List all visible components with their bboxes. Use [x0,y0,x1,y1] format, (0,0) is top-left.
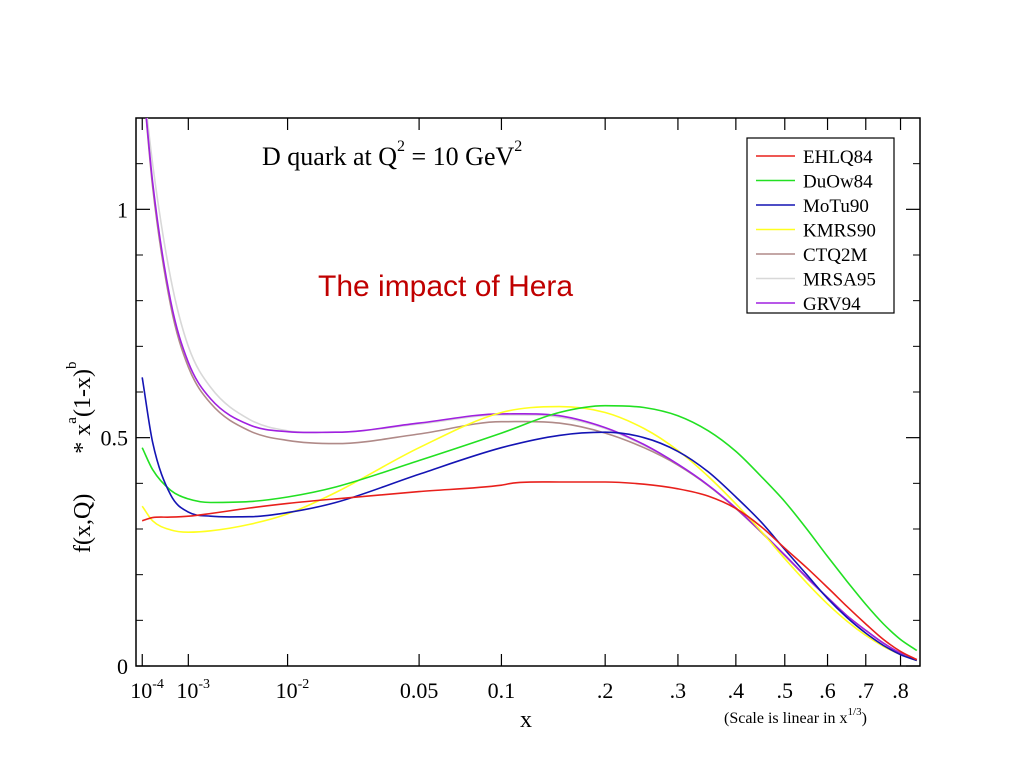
legend: EHLQ84 DuOw84 MoTu90 KMRS90 CTQ2M MRSA95 GRV94 [756,147,876,315]
legend-label: KMRS90 [803,221,876,242]
series-group [141,118,918,662]
series-line-ehlq84 [141,481,918,661]
x-tick-label: 10-3 [176,677,210,703]
legend-label: MoTu90 [803,196,869,217]
x-tick-label: 0.1 [488,678,516,703]
annotation-impact-of-hera: The impact of Hera [318,270,573,303]
x-tick-label: .3 [670,678,687,703]
x-tick-label: .7 [858,678,875,703]
series-line-duow84 [141,404,918,652]
series-line-grv94 [145,118,918,661]
x-tick-label: 10-2 [276,677,310,703]
legend-box [746,137,895,314]
x-tick-label: .6 [819,678,836,703]
legend-label: MRSA95 [803,270,876,291]
x-tick-label: .4 [728,678,745,703]
x-axis-label: x [520,707,532,733]
x-tick-label: .5 [777,678,794,703]
series-line-kmrs90 [141,405,918,662]
axis-ticks: 10-4 10-3 10-2 0.05 0.1 .2 .3 .4 .5 .6 .7 .8 0 0.5 1 [101,118,920,703]
y-axis-label: f(x,Q)* xa(1-x)b [64,362,96,553]
legend-label: DuOw84 [803,172,873,193]
legend-label: EHLQ84 [803,147,873,168]
x-tick-label: 0.05 [400,678,439,703]
x-scale-note: (Scale is linear in x1/3) [724,706,867,727]
chart-title: D quark at Q2 = 10 GeV2 [262,138,522,171]
y-tick-label: 0.5 [101,426,129,451]
legend-label: GRV94 [803,294,861,315]
y-tick-label: 0 [117,654,128,679]
x-tick-label: .8 [892,678,909,703]
series-line-motu90 [141,377,918,662]
y-tick-label: 1 [117,197,128,222]
legend-label: CTQ2M [803,245,868,266]
x-tick-label: 10-4 [130,677,164,703]
x-tick-label: .2 [597,678,614,703]
